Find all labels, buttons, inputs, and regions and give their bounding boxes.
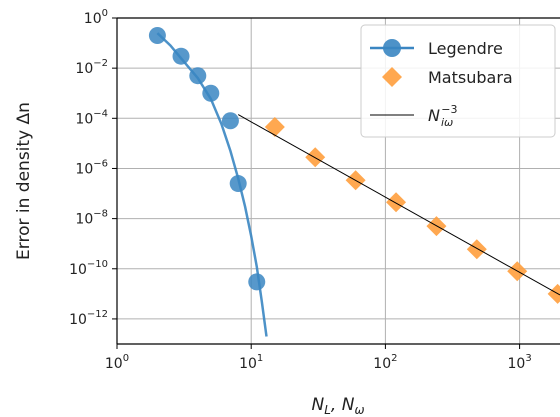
legendre-point (189, 67, 207, 85)
y-tick-label: 10−2 (75, 58, 108, 77)
legend-matsubara-label: Matsubara (428, 68, 513, 87)
legend-legendre-marker (383, 39, 401, 57)
ticks: 100 101 102 103 100 10−2 10−4 10−6 10−8 10−10 10−1… (69, 8, 532, 372)
legend-frame (360, 24, 556, 138)
matsubara-point (386, 192, 407, 213)
x-tick-label: 100 (105, 353, 129, 372)
legendre-point (202, 84, 220, 102)
x-tick-label: 102 (373, 353, 397, 372)
y-tick-label: 10−12 (69, 309, 108, 328)
y-tick-label: 10−8 (75, 209, 108, 228)
legend-legendre-label: Legendre (428, 39, 503, 58)
x-tick-label: 103 (508, 353, 532, 372)
x-axis-label: NL, Nω (312, 395, 365, 417)
legendre-point (148, 27, 166, 45)
series-layer (148, 27, 560, 337)
matsubara-point (547, 283, 560, 304)
legendre-point (248, 273, 266, 291)
x-tick-label: 101 (239, 353, 263, 372)
legendre-point (221, 112, 239, 130)
y-tick-label: 10−6 (75, 158, 108, 177)
legend-reference-label: Niω−3 (428, 103, 457, 129)
legendre-point (229, 175, 247, 193)
y-tick-label: 10−4 (75, 108, 108, 127)
n-i-3-line (237, 114, 560, 296)
legend: Legendre Matsubara Niω−3 (360, 24, 556, 138)
y-tick-label: 100 (84, 8, 108, 27)
legend-matsubara-marker (382, 67, 402, 87)
matsubara-point (466, 239, 487, 260)
y-tick-label: 10−10 (69, 259, 108, 278)
y-axis-label: Error in density Δn (14, 102, 34, 260)
legendre-point (172, 47, 190, 65)
